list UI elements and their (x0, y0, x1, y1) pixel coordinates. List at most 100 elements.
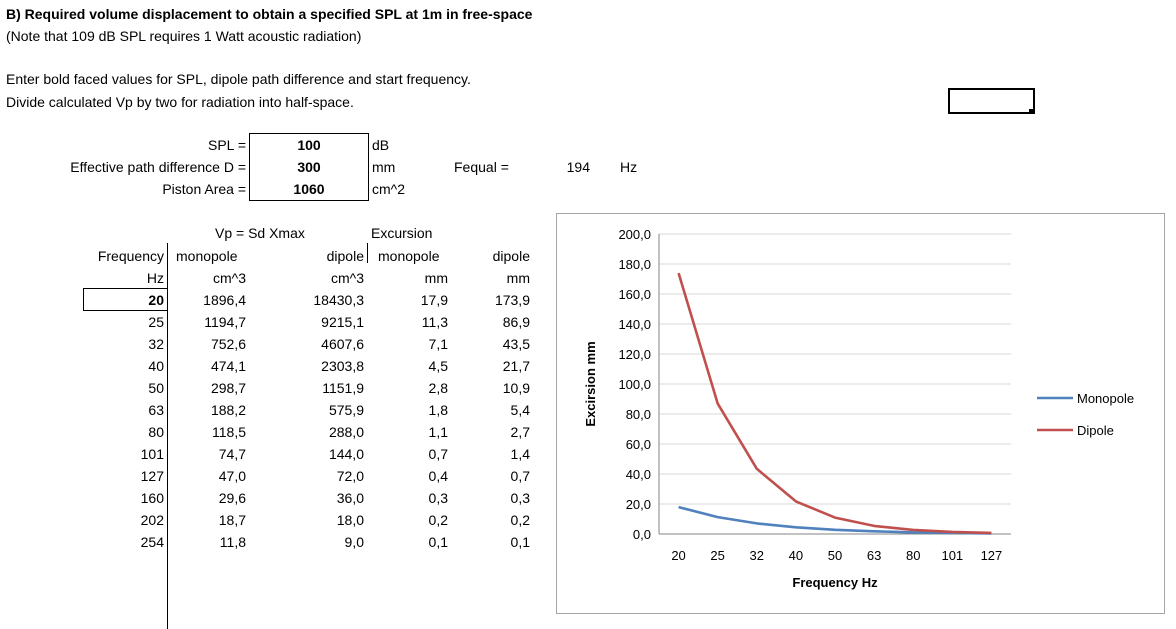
series-line-dipole (677, 272, 992, 535)
monopole-excursion-cell: 1,8 (428, 402, 448, 418)
dipole-volume-cell: 2303,8 (321, 358, 364, 374)
x-tick-label: 80 (906, 548, 920, 563)
dipole-excursion-cell: 173,9 (494, 292, 530, 308)
col-header-monopole-excursion: monopole (378, 248, 440, 264)
dipole-excursion-cell: 43,5 (502, 336, 530, 352)
start-frequency-box (83, 288, 168, 311)
monopole-volume-cell: 1896,4 (203, 292, 246, 308)
dipole-volume-cell: 4607,6 (321, 336, 364, 352)
unit-frequency: Hz (146, 270, 164, 286)
piston-area-unit: cm^2 (372, 181, 406, 197)
monopole-volume-cell: 29,6 (218, 490, 246, 506)
piston-area-label: Piston Area = (162, 181, 246, 197)
unit-dipole-excursion: mm (506, 270, 530, 286)
monopole-excursion-cell: 11,3 (421, 314, 448, 330)
y-tick-label: 200,0 (618, 227, 651, 242)
path-difference-unit: mm (372, 159, 396, 175)
dipole-volume-cell: 36,0 (336, 490, 364, 506)
dipole-excursion-cell: 2,7 (510, 424, 530, 440)
monopole-volume-cell: 11,8 (219, 534, 246, 550)
x-axis-title: Frequency Hz (792, 575, 878, 590)
monopole-excursion-cell: 0,7 (428, 446, 448, 462)
fill-handle[interactable] (1029, 109, 1034, 114)
frequency-cell: 80 (148, 424, 164, 440)
frequency-cell: 63 (148, 402, 164, 418)
frequency-cell: 127 (140, 468, 164, 484)
instruction-text-2: Divide calculated Vp by two for radiatio… (6, 94, 354, 110)
monopole-volume-cell: 752,6 (210, 336, 246, 352)
monopole-excursion-cell: 0,1 (428, 534, 448, 550)
monopole-excursion-cell: 1,1 (428, 424, 448, 440)
unit-dipole-volume: cm^3 (330, 270, 364, 286)
excursion-chart: 0,0 20,0 40,0 60,0 80,0 100,0 120,0 140,0 160,0 1… (556, 213, 1165, 614)
spl-unit: dB (372, 137, 390, 153)
dipole-excursion-cell: 0,2 (510, 512, 530, 528)
monopole-excursion-cell: 4,5 (428, 358, 448, 374)
monopole-volume-cell: 118,5 (212, 424, 246, 440)
note-text: (Note that 109 dB SPL requires 1 Watt ac… (6, 28, 362, 44)
frequency-cell: 202 (140, 512, 164, 528)
dipole-excursion-cell: 86,9 (502, 314, 530, 330)
frequency-cell: 32 (148, 336, 164, 352)
y-tick-label: 60,0 (626, 437, 651, 452)
monopole-excursion-cell: 0,2 (428, 512, 448, 528)
y-tick-label: 20,0 (626, 497, 651, 512)
dipole-excursion-cell: 21,7 (502, 358, 530, 374)
y-tick-label: 100,0 (618, 377, 651, 392)
column-divider (167, 243, 168, 629)
dipole-volume-cell: 9215,1 (321, 314, 364, 330)
path-difference-input[interactable]: 300 (297, 159, 321, 175)
x-tick-label: 50 (828, 548, 842, 563)
dipole-excursion-cell: 0,7 (510, 468, 530, 484)
dipole-volume-cell: 575,9 (328, 402, 364, 418)
dipole-volume-cell: 9,0 (344, 534, 364, 550)
x-tick-label: 32 (750, 548, 764, 563)
fequal-value: 194 (566, 159, 590, 175)
y-tick-label: 40,0 (626, 467, 651, 482)
monopole-volume-cell: 47,0 (218, 468, 246, 484)
column-divider-short (367, 243, 368, 263)
monopole-excursion-cell: 2,8 (428, 380, 448, 396)
unit-monopole-volume: cm^3 (212, 270, 246, 286)
y-tick-label: 120,0 (618, 347, 651, 362)
y-tick-label: 80,0 (626, 407, 651, 422)
section-title: B) Required volume displacement to obtai… (6, 6, 533, 22)
frequency-cell: 40 (148, 358, 164, 374)
frequency-cell: 254 (140, 534, 164, 550)
x-tick-label: 40 (789, 548, 803, 563)
frequency-cell[interactable]: 20 (148, 292, 164, 308)
chart-canvas: 0,0 20,0 40,0 60,0 80,0 100,0 120,0 140,0 160,0 1… (583, 227, 1134, 590)
dipole-excursion-cell: 1,4 (510, 446, 530, 462)
col-header-monopole-volume: monopole (176, 248, 238, 264)
selected-cell[interactable] (948, 88, 1035, 114)
input-box (249, 133, 369, 201)
monopole-excursion-cell: 0,4 (428, 468, 448, 484)
path-difference-label: Effective path difference D = (70, 159, 246, 175)
y-axis-title: Excirsion mm (583, 341, 598, 426)
frequency-cell: 50 (148, 380, 164, 396)
legend-label-monopole: Monopole (1077, 391, 1134, 406)
monopole-volume-cell: 18,7 (218, 512, 246, 528)
series-line-monopole (678, 505, 992, 535)
dipole-volume-cell: 18430,3 (313, 292, 364, 308)
spl-label: SPL = (207, 137, 246, 153)
frequency-cell: 101 (140, 446, 164, 462)
dipole-volume-cell: 1151,9 (322, 380, 364, 396)
dipole-excursion-cell: 0,1 (510, 534, 530, 550)
dipole-volume-cell: 288,0 (328, 424, 364, 440)
frequency-cell: 25 (148, 314, 164, 330)
col-header-frequency: Frequency (97, 248, 164, 264)
monopole-volume-cell: 298,7 (210, 380, 246, 396)
spl-input[interactable]: 100 (297, 137, 321, 153)
piston-area-input[interactable]: 1060 (293, 181, 325, 197)
fequal-label: Fequal = (454, 159, 509, 175)
frequency-cell: 160 (140, 490, 164, 506)
legend-label-dipole: Dipole (1077, 423, 1114, 438)
y-tick-label: 0,0 (633, 527, 651, 542)
unit-monopole-excursion: mm (424, 270, 448, 286)
monopole-volume-cell: 74,7 (218, 446, 246, 462)
monopole-volume-cell: 1194,7 (204, 314, 246, 330)
monopole-excursion-cell: 7,1 (428, 336, 448, 352)
y-tick-label: 140,0 (618, 317, 651, 332)
x-tick-label: 101 (941, 548, 963, 563)
